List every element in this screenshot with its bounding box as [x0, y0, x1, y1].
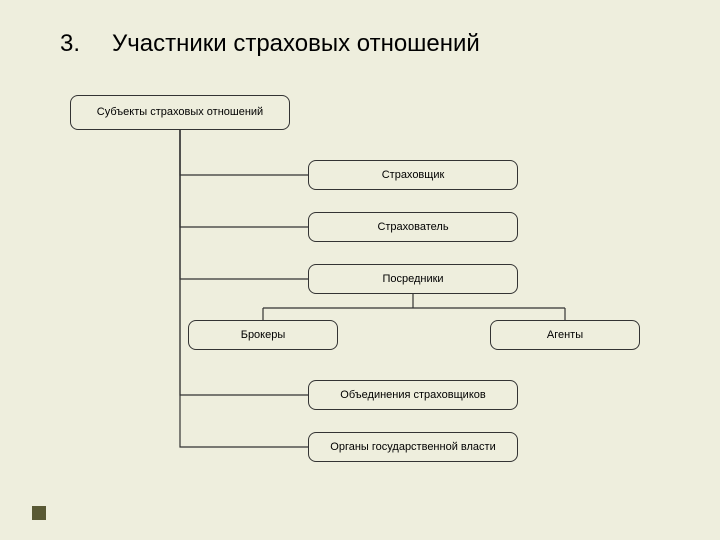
node-root: Субъекты страховых отношений: [70, 95, 290, 130]
node-insurer: Страховщик: [308, 160, 518, 190]
node-agents: Агенты: [490, 320, 640, 350]
node-gov: Органы государственной власти: [308, 432, 518, 462]
node-brokers: Брокеры: [188, 320, 338, 350]
edge: [180, 130, 308, 447]
edge: [180, 130, 308, 175]
edge: [180, 130, 308, 395]
footer-bullet: [32, 506, 46, 520]
title-number: 3.: [60, 30, 80, 58]
edge: [180, 130, 308, 279]
edge: [180, 130, 308, 227]
node-inter: Посредники: [308, 264, 518, 294]
node-insured: Страхователь: [308, 212, 518, 242]
title-text: Участники страховых отношений: [112, 30, 480, 58]
node-unions: Объединения страховщиков: [308, 380, 518, 410]
